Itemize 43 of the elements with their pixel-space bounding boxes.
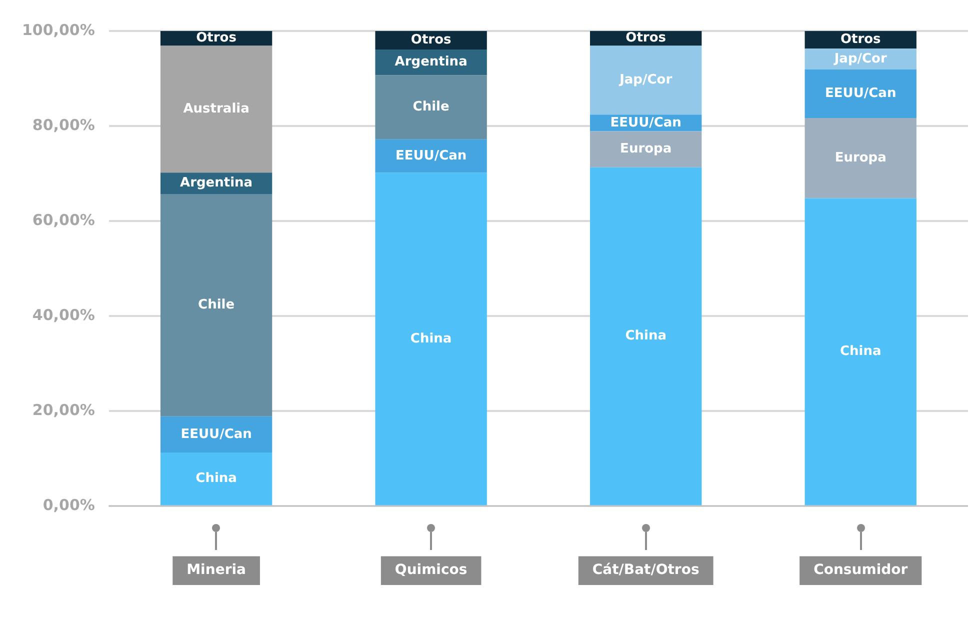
text: China xyxy=(840,344,882,360)
series-label: EEUU/Can xyxy=(610,115,682,130)
bar xyxy=(590,46,702,115)
text: Chile xyxy=(198,298,235,313)
series-label: Europa xyxy=(620,142,672,157)
bar xyxy=(160,46,272,173)
bar xyxy=(590,167,702,506)
y-tick-label: 80,00% xyxy=(32,116,95,134)
y-tick-label: 0,00% xyxy=(42,496,95,514)
x-tick-label: Mineria xyxy=(186,562,246,578)
series-label: Jap/Cor xyxy=(833,51,888,66)
series-label: Argentina xyxy=(180,176,253,191)
y-tick-label: 60,00% xyxy=(32,210,95,229)
text: Otros xyxy=(410,32,452,48)
series-label: Chile xyxy=(412,100,450,115)
bar xyxy=(804,69,916,118)
x-tick-label: Quimicos xyxy=(394,562,468,578)
text: Otros xyxy=(840,32,881,48)
text: EEUU/Can xyxy=(825,86,896,102)
text: Otros xyxy=(626,30,666,46)
y-tick-label: 100,00% xyxy=(22,20,95,39)
text: China xyxy=(625,328,666,344)
series-label: Australia xyxy=(183,102,250,117)
text: China xyxy=(410,331,452,346)
bar xyxy=(375,75,487,140)
text: EEUU/Can xyxy=(395,148,467,164)
series-label: China xyxy=(196,471,237,486)
x-tick-label: Consumidor xyxy=(814,562,908,578)
bar xyxy=(804,198,916,506)
bar xyxy=(590,131,702,168)
bar xyxy=(375,172,487,506)
text: Europa xyxy=(834,150,886,166)
bar xyxy=(160,416,272,453)
text: Jap/Cor xyxy=(620,72,672,88)
bar xyxy=(160,452,272,506)
bar xyxy=(804,118,916,198)
bar xyxy=(160,194,272,416)
y-tick-label: 40,00% xyxy=(32,306,95,324)
y-tick-label: 20,00% xyxy=(32,401,95,420)
text: Argentina xyxy=(394,54,468,70)
x-tick-label: Cát/Bat/Otros xyxy=(592,562,700,578)
series-label: Otros xyxy=(196,30,237,46)
text: EEUU/Can xyxy=(180,426,252,442)
